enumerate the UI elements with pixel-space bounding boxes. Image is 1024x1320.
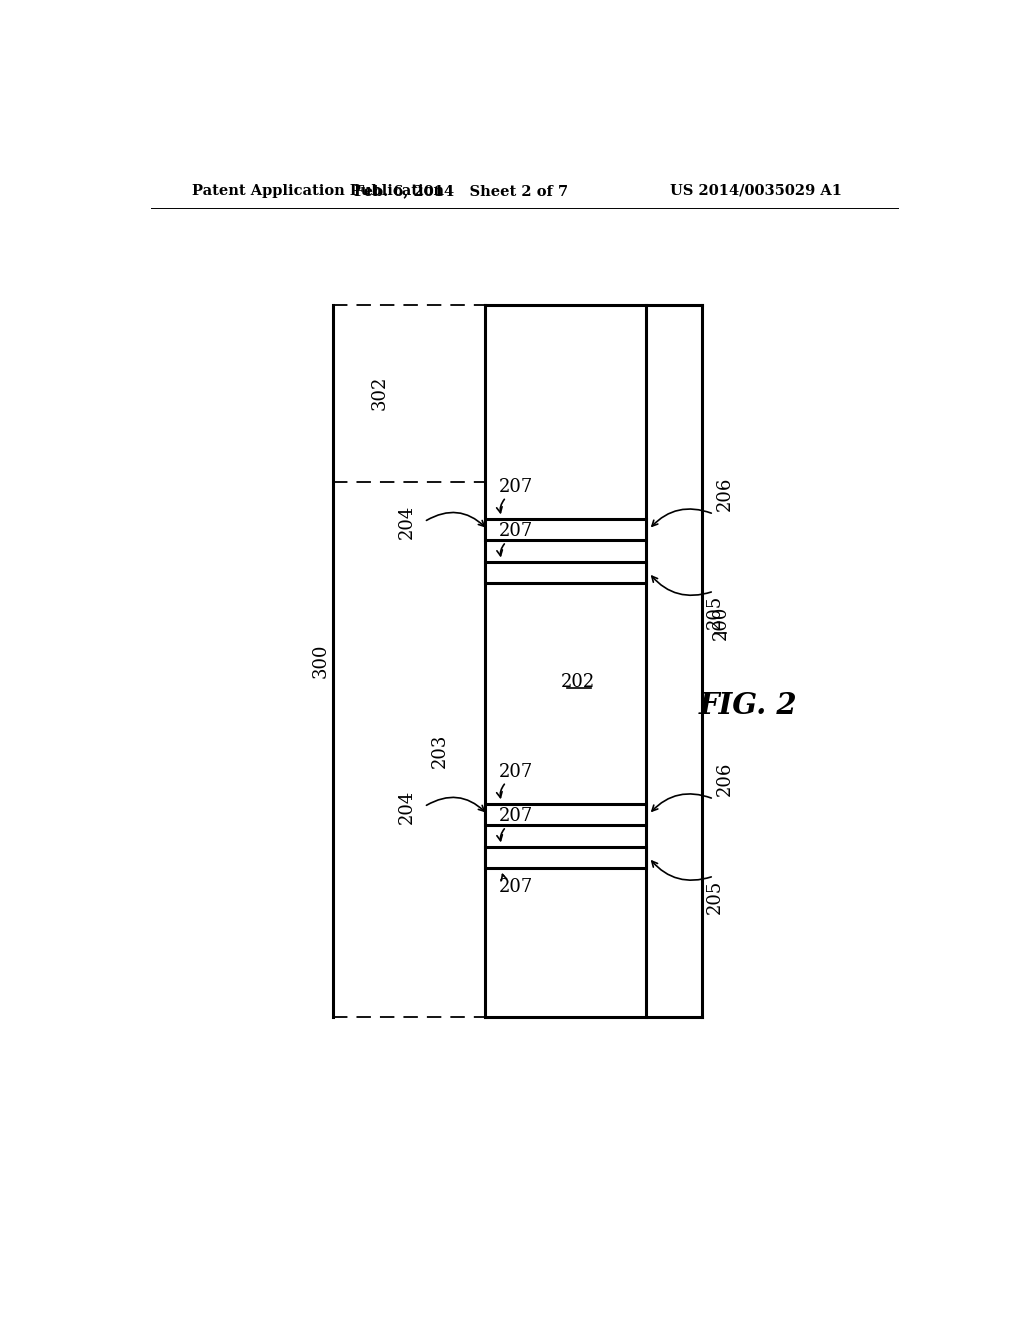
Text: 202: 202 [560,673,595,690]
Bar [484,519,646,540]
Text: 300: 300 [312,644,330,678]
Text: 207: 207 [499,808,532,825]
Text: 206: 206 [716,762,733,796]
Text: 302: 302 [371,376,389,411]
Text: 200: 200 [712,605,730,639]
Text: 207: 207 [499,763,532,780]
Text: 207: 207 [499,523,532,540]
Text: 204: 204 [398,789,416,824]
Text: Patent Application Publication: Patent Application Publication [191,183,443,198]
Text: Feb. 6, 2014   Sheet 2 of 7: Feb. 6, 2014 Sheet 2 of 7 [354,183,568,198]
Text: 207: 207 [499,478,532,496]
Bar [484,562,646,583]
Text: FIG. 2: FIG. 2 [698,690,798,719]
Text: US 2014/0035029 A1: US 2014/0035029 A1 [670,183,842,198]
Text: 207: 207 [499,878,532,895]
Text: 203: 203 [430,734,449,768]
Bar [484,804,646,825]
Text: 205: 205 [706,595,723,630]
Text: 205: 205 [706,880,723,915]
Text: 204: 204 [398,504,416,539]
Text: 206: 206 [716,477,733,511]
Bar [484,847,646,869]
